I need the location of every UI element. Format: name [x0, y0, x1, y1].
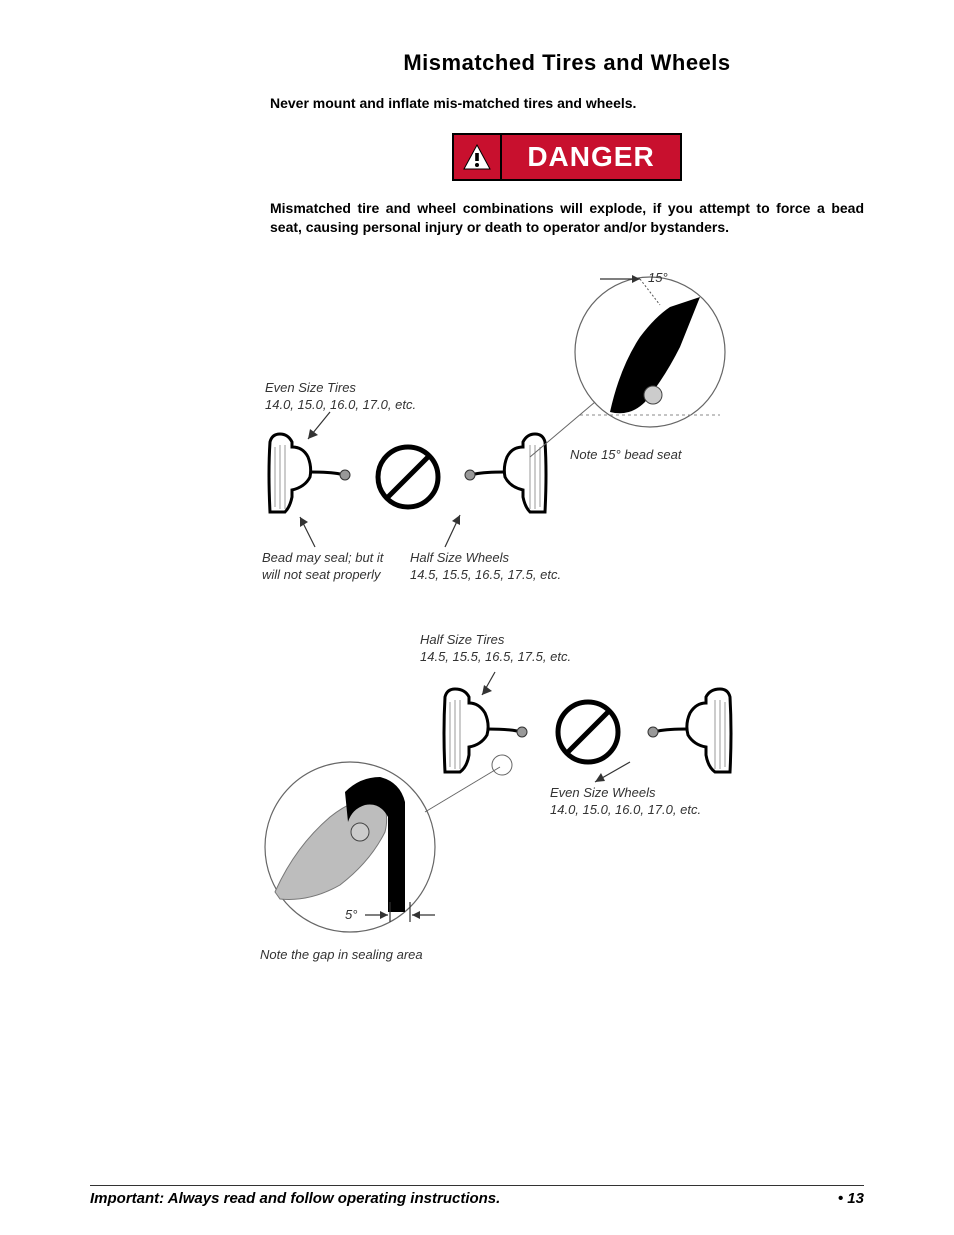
page-title: Mismatched Tires and Wheels [270, 50, 864, 76]
label-gap-note: Note the gap in sealing area [260, 947, 423, 964]
page-footer: Important: Always read and follow operat… [90, 1185, 864, 1207]
label-half-tires: Half Size Tires 14.5, 15.5, 16.5, 17.5, … [420, 632, 571, 666]
footer-left: Important: Always read and follow operat… [90, 1190, 500, 1207]
label-half-wheels-l1: Half Size Wheels [410, 550, 509, 565]
label-even-wheels-l2: 14.0, 15.0, 16.0, 17.0, etc. [550, 802, 701, 817]
label-even-wheels-l1: Even Size Wheels [550, 785, 656, 800]
danger-label-box: DANGER [502, 135, 680, 179]
footer-right: • 13 [838, 1190, 864, 1207]
label-half-tires-l1: Half Size Tires [420, 632, 504, 647]
label-even-wheels: Even Size Wheels 14.0, 15.0, 16.0, 17.0,… [550, 785, 701, 819]
danger-sign: DANGER [452, 133, 682, 181]
label-half-wheels-l2: 14.5, 15.5, 16.5, 17.5, etc. [410, 567, 561, 582]
label-bead-seal-l1: Bead may seal; but it [262, 550, 383, 565]
label-even-tires-l2: 14.0, 15.0, 16.0, 17.0, etc. [265, 397, 416, 412]
label-even-tires: Even Size Tires 14.0, 15.0, 16.0, 17.0, … [265, 380, 416, 414]
warning-paragraph: Mismatched tire and wheel combinations w… [270, 199, 864, 237]
label-bead-seal: Bead may seal; but it will not seat prop… [262, 550, 383, 584]
diagram-area: 15° Even Size Tires 14.0, 15.0, 16.0, 17… [260, 267, 750, 997]
label-5deg: 5° [345, 907, 357, 924]
label-half-tires-l2: 14.5, 15.5, 16.5, 17.5, etc. [420, 649, 571, 664]
label-bead-seal-l2: will not seat properly [262, 567, 381, 582]
danger-icon-box [454, 135, 502, 179]
label-15deg: 15° [648, 270, 668, 287]
danger-label: DANGER [527, 141, 654, 173]
label-half-wheels: Half Size Wheels 14.5, 15.5, 16.5, 17.5,… [410, 550, 561, 584]
intro-paragraph: Never mount and inflate mis-matched tire… [270, 94, 864, 113]
label-even-tires-l1: Even Size Tires [265, 380, 356, 395]
label-bead-seat-note: Note 15° bead seat [570, 447, 681, 464]
warning-triangle-icon [462, 143, 492, 171]
